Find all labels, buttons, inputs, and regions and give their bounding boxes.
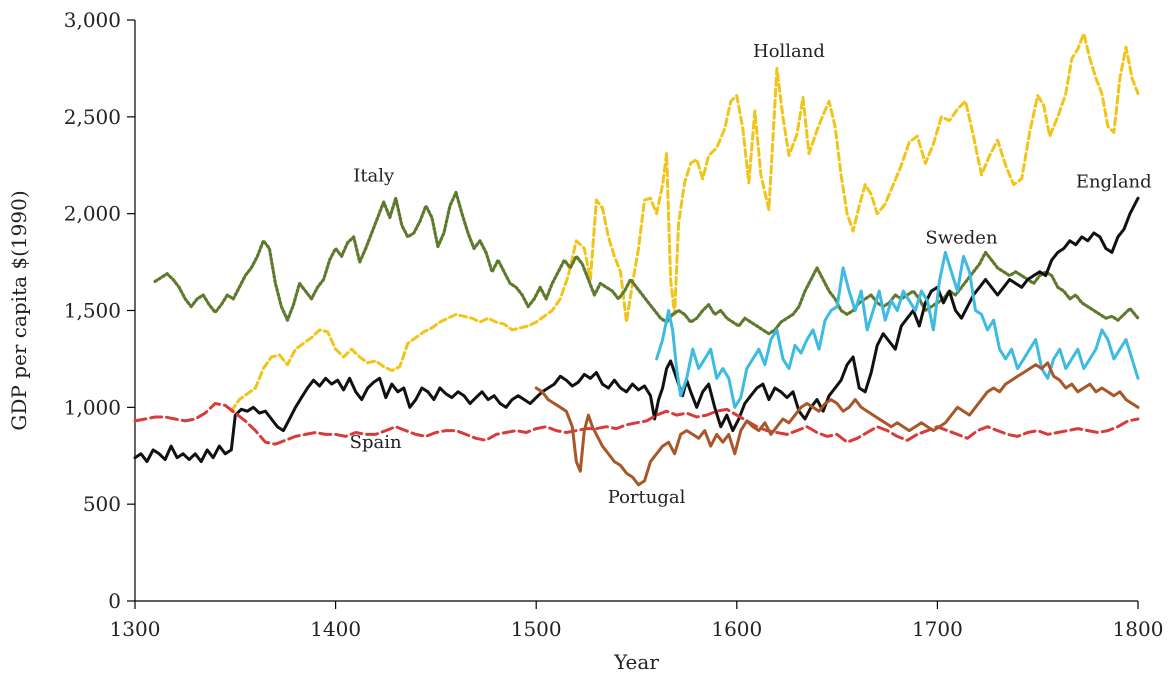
- x-tick-label: 1500: [511, 617, 562, 641]
- series-line-sweden: [655, 250, 1140, 409]
- series-line-spain: [133, 402, 1140, 446]
- series-label-england: England: [1076, 172, 1152, 193]
- x-tick-label: 1700: [912, 617, 963, 641]
- y-tick-label: 0: [108, 589, 121, 613]
- y-tick-label: 1,000: [64, 395, 121, 419]
- series-label-portugal: Portugal: [608, 487, 686, 508]
- series-label-holland: Holland: [753, 41, 825, 62]
- series-labels: Holland Italy England Sweden Spain Portugal: [350, 41, 1152, 508]
- series-lines: [133, 32, 1140, 487]
- series-line-portugal: [534, 361, 1140, 487]
- x-tick-label: 1400: [310, 617, 361, 641]
- series-label-sweden: Sweden: [925, 228, 998, 249]
- series-line-italy: [153, 190, 1140, 336]
- x-axis-title: Year: [613, 650, 659, 674]
- x-tick-label: 1600: [711, 617, 762, 641]
- x-tick-label: 1800: [1113, 617, 1164, 641]
- series-line-holland: [229, 32, 1140, 413]
- axes: 0 500 1,000 1,500 2,000 2,500 3,000 1300 1400 15…: [7, 8, 1163, 674]
- x-tick-label: 1300: [110, 617, 161, 641]
- y-tick-label: 3,000: [64, 8, 121, 32]
- y-axis-title: GDP per capita $(1990): [7, 190, 31, 430]
- y-tick-label: 2,000: [64, 202, 121, 226]
- series-line-england: [133, 196, 1140, 464]
- y-tick-label: 1,500: [64, 299, 121, 323]
- series-label-italy: Italy: [353, 166, 395, 187]
- x-axis-ticks: 1300 1400 1500 1600 1700 1800: [110, 601, 1164, 641]
- y-tick-label: 2,500: [64, 105, 121, 129]
- y-tick-label: 500: [83, 492, 121, 516]
- series-label-spain: Spain: [350, 432, 402, 453]
- y-axis-ticks: 0 500 1,000 1,500 2,000 2,500 3,000: [64, 8, 135, 613]
